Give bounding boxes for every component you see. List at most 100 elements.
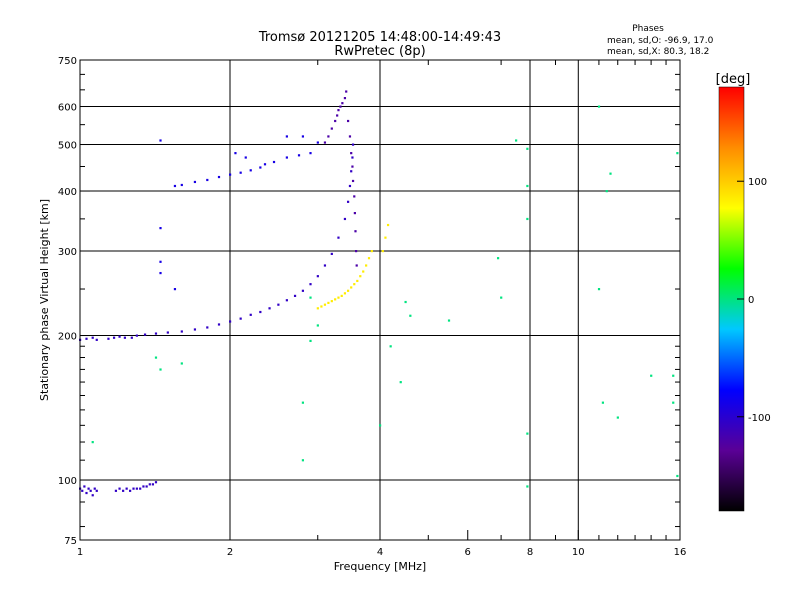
data-point [206,326,209,329]
data-point [351,156,354,159]
data-point [404,300,407,304]
data-point [277,303,280,306]
data-point [85,491,88,495]
data-point [293,294,297,297]
data-point [334,119,337,123]
data-point [597,288,601,291]
data-point [180,183,183,187]
data-point [336,114,339,117]
data-point [95,338,98,341]
data-point [173,288,177,291]
data-point [323,303,327,306]
chart-title: Tromsø 20121205 14:48:00-14:49:43 [258,30,501,45]
data-point [353,195,356,198]
data-point [151,483,155,486]
stats-x-mode: mean, sd,X: 80.3, 18.2 [607,47,709,57]
data-point [343,217,347,221]
data-point [316,307,319,310]
data-point [123,336,126,339]
data-point [330,127,333,130]
data-point [316,141,319,144]
data-point [154,356,158,359]
data-point [337,236,340,239]
x-tick-label: 2 [227,547,233,558]
data-point [496,257,500,260]
data-point [672,401,675,404]
data-point [330,252,333,256]
data-point [672,374,675,377]
data-point [605,190,608,193]
data-point [337,109,340,112]
data-point [320,305,323,308]
data-point [143,333,147,336]
data-point [173,184,177,188]
data-point [350,152,353,155]
data-point [351,143,355,146]
plot-frame [79,59,681,541]
data-point [87,487,90,490]
stats-heading: Phases [632,24,664,34]
data-point [244,156,247,159]
data-point [348,135,352,138]
data-point [345,90,348,93]
data-point [327,135,330,138]
y-tick-label: 75 [64,536,77,547]
data-point [381,250,384,253]
data-point [132,487,135,490]
data-point [348,184,352,188]
data-point [526,184,529,188]
data-point [341,102,344,105]
data-point [122,489,125,492]
data-point [180,330,183,333]
data-point [159,139,162,142]
data-point [334,298,337,301]
y-axis-label: Stationary phase Virtual Height [km] [38,199,51,401]
data-point [370,250,373,253]
data-point [301,401,305,404]
x-tick-label: 16 [674,547,687,558]
data-point [229,320,232,323]
data-point [217,175,221,179]
data-point [359,275,362,278]
data-point [234,152,237,155]
data-point [515,139,518,142]
data-point [409,314,412,317]
stats-o-mode: mean, sd,O: -96.9, 17.0 [607,36,714,46]
data-point [327,301,330,305]
data-point [316,324,319,327]
data-point [285,135,288,138]
data-point [597,105,601,108]
data-point [350,170,353,173]
data-point [365,264,368,267]
colorbar-ticks: 100 0 -100 [737,177,771,424]
data-point [676,152,679,155]
data-point [166,331,169,334]
data-point [309,283,312,286]
data-point [309,296,312,299]
x-tick-label: 1 [77,547,83,558]
data-point [676,474,679,478]
data-point [297,154,301,157]
data-point [142,485,145,488]
data-point [129,489,132,492]
x-tick-label: 6 [465,547,471,558]
data-point [112,336,116,339]
data-point [206,178,209,182]
data-point [91,441,94,444]
data-point [609,172,612,175]
data-point [135,487,138,490]
data-point [354,230,357,233]
data-point [249,313,252,316]
data-point [148,483,151,486]
data-point [343,292,347,295]
data-point [526,485,529,488]
data-point [268,307,271,310]
data-point [91,336,94,339]
data-point [193,180,197,184]
data-point [239,317,242,320]
data-point [386,223,390,227]
data-point [114,489,118,492]
data-point [217,323,221,326]
y-tick-label: 400 [58,187,77,198]
data-point [249,169,252,172]
